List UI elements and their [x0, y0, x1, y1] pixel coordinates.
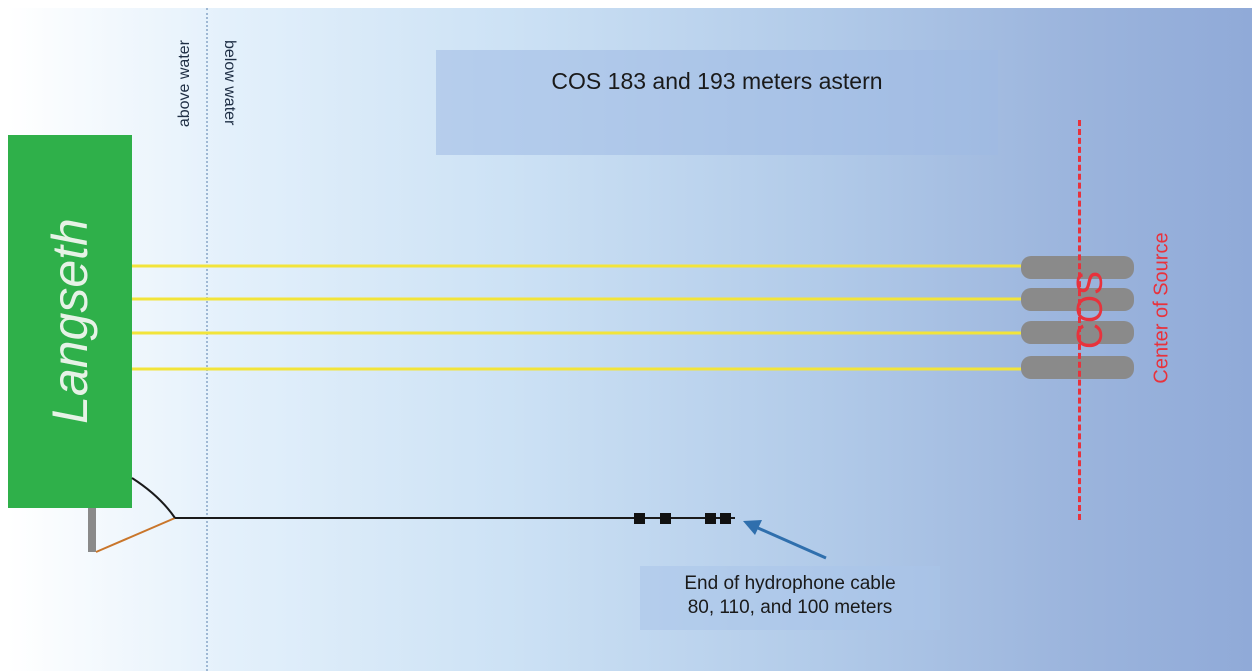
- cos-label: COS: [1069, 270, 1110, 350]
- waterline-divider: [206, 8, 208, 671]
- hydrophone-post: [88, 508, 96, 552]
- callout-arrow-shaft: [757, 526, 827, 560]
- hydrophone-callout-line2: 80, 110, and 100 meters: [687, 597, 893, 618]
- vessel-hull: Langseth: [8, 135, 132, 508]
- center-of-source-label: Center of Source: [1150, 232, 1173, 384]
- tow-lines: [132, 264, 1022, 371]
- airgun-string-3: [1021, 321, 1134, 344]
- center-of-source-line: [1078, 120, 1081, 520]
- airgun-string-2: [1021, 288, 1134, 311]
- hydrophone-callout-box: End of hydrophone cable 80, 110, and 100…: [640, 566, 940, 630]
- hydrophone-node-2: [660, 513, 671, 524]
- airgun-string-4: [1021, 356, 1134, 379]
- hydrophone-callout-line1: End of hydrophone cable: [684, 573, 896, 594]
- below-water-label: below water: [221, 40, 238, 126]
- hydrophone-node-4: [720, 513, 731, 524]
- hydrophone-node-1: [634, 513, 645, 524]
- hydrophone-callout-text: End of hydrophone cable 80, 110, and 100…: [640, 566, 940, 620]
- hydrophone-brace: [95, 517, 176, 553]
- callout-arrow: [743, 520, 827, 560]
- diagram-title: COS 183 and 193 meters astern: [551, 68, 883, 94]
- title-box: COS 183 and 193 meters astern: [436, 50, 998, 155]
- airgun-string-1: [1021, 256, 1134, 279]
- hydrophone-rig: [88, 477, 735, 553]
- hydrophone-node-3: [705, 513, 716, 524]
- callout-arrow-head: [743, 520, 762, 535]
- hydrophone-drop: [131, 477, 176, 519]
